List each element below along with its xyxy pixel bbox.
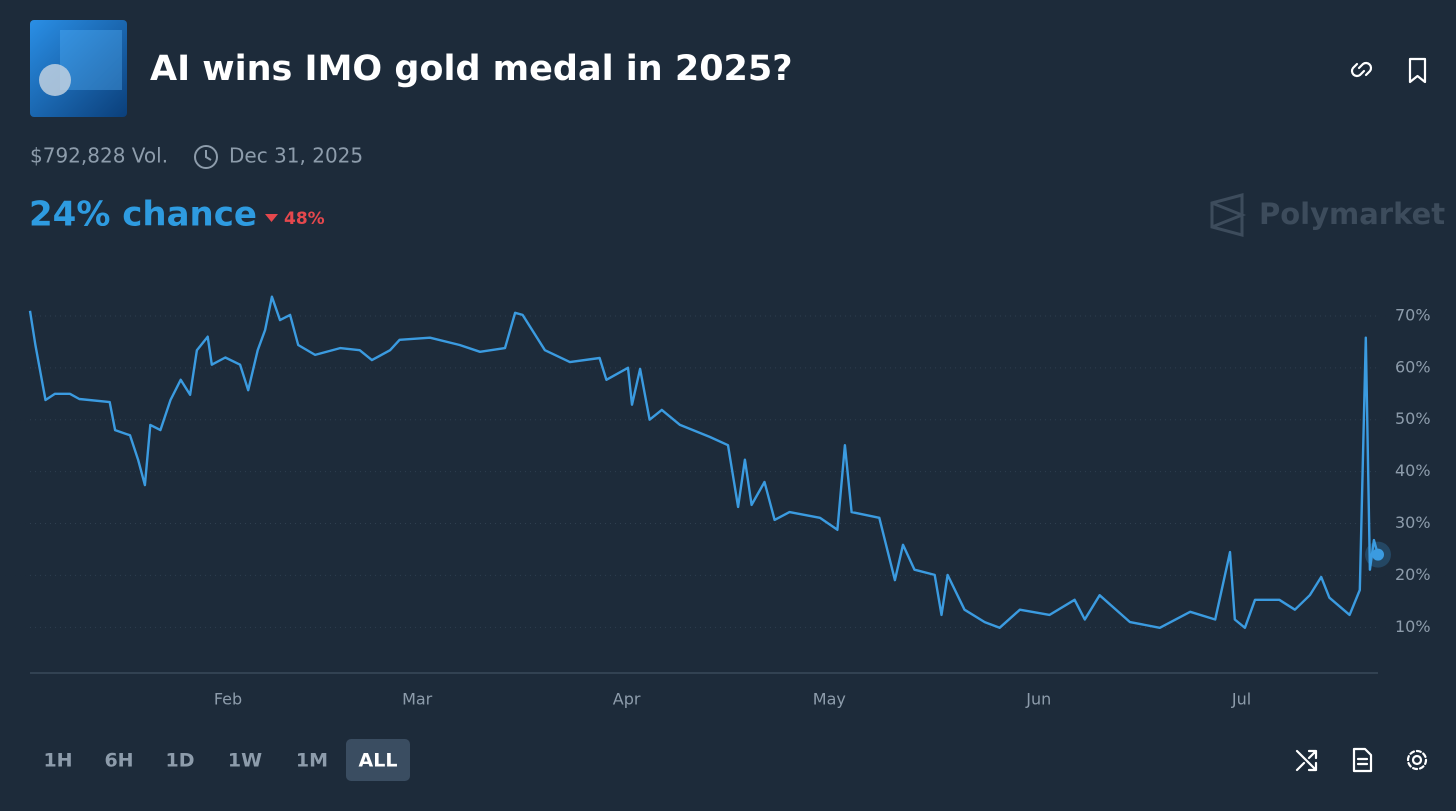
selected-range-bg [346, 739, 410, 781]
time-range-selector: 1H 6H 1D 1W 1M ALL [43, 739, 410, 781]
x-tick-label: Apr [613, 690, 641, 709]
x-tick-label: Feb [214, 690, 242, 709]
bookmark-icon[interactable] [1408, 57, 1427, 84]
y-tick-label: 20% [1395, 565, 1431, 584]
x-tick-label: Jul [1231, 690, 1251, 709]
time-range-button[interactable]: 1D [166, 750, 195, 772]
chart: 10% 20% 30% 40% 50% 60% 70% Feb Mar Apr May Jun Jul [28, 295, 1431, 709]
time-range-button[interactable]: ALL [359, 750, 398, 772]
y-tick-label: 30% [1395, 513, 1431, 532]
market-title: AI wins IMO gold medal in 2025? [150, 49, 793, 89]
current-point [1372, 548, 1384, 561]
settings-icon[interactable] [1406, 749, 1428, 771]
time-range-button[interactable]: 1W [228, 750, 262, 772]
brand: Polymarket [1259, 197, 1445, 231]
change: 48% [284, 209, 325, 229]
clock-icon [194, 145, 218, 169]
end-date: Dec 31, 2025 [229, 144, 363, 168]
y-tick-label: 10% [1395, 617, 1431, 636]
shuffle-icon[interactable] [1295, 749, 1318, 772]
x-tick-label: Jun [1025, 690, 1051, 709]
price-line [28, 295, 1380, 629]
down-arrow [265, 214, 278, 222]
y-tick-label: 60% [1395, 357, 1431, 376]
x-tick-label: May [813, 690, 846, 709]
document-icon[interactable] [1352, 747, 1373, 773]
thumbnail [30, 20, 127, 117]
volume: $792,828 Vol. [30, 144, 168, 168]
link-icon[interactable] [1350, 61, 1373, 78]
time-range-button[interactable]: 1H [43, 750, 72, 772]
time-range-button[interactable]: 1M [296, 750, 328, 772]
y-tick-label: 40% [1395, 461, 1431, 480]
time-range-button[interactable]: 6H [104, 750, 133, 772]
y-tick-label: 70% [1395, 305, 1431, 324]
chance: 24% chance [29, 195, 257, 235]
brand-logo [1210, 193, 1247, 237]
x-tick-label: Mar [402, 690, 433, 709]
y-tick-label: 50% [1395, 409, 1431, 428]
